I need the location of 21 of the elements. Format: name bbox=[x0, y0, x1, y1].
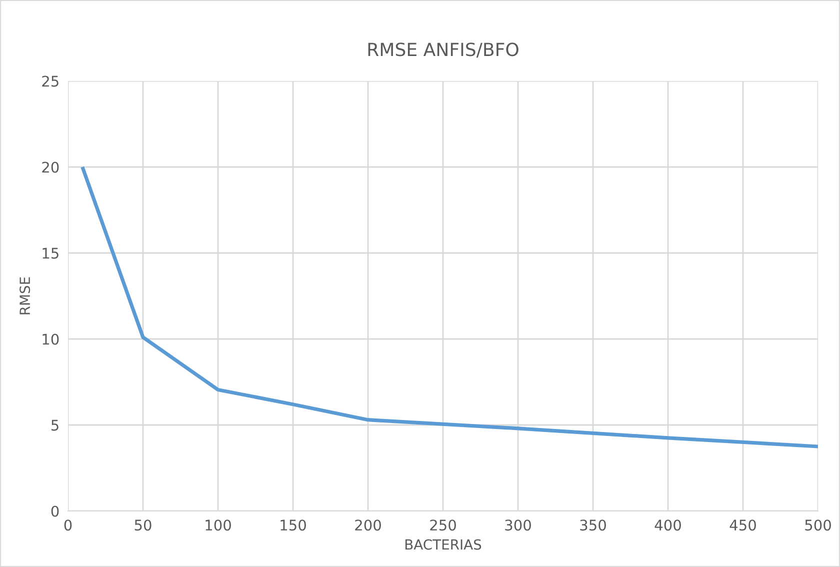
x-axis-title: BACTERIAS bbox=[405, 539, 482, 550]
y-tick-label: 20 bbox=[42, 162, 59, 173]
y-tick-label: 15 bbox=[42, 248, 58, 259]
y-tick-label: 25 bbox=[42, 76, 58, 87]
x-tick-label: 300 bbox=[505, 520, 531, 531]
line-series bbox=[81, 166, 818, 448]
x-tick-label: 350 bbox=[580, 520, 606, 531]
chart-title: RMSE ANFIS/BFO bbox=[368, 42, 518, 58]
y-tick-label: 5 bbox=[52, 420, 58, 431]
y-tick-label: 10 bbox=[42, 334, 59, 345]
x-tick-label: 200 bbox=[355, 520, 381, 531]
x-tick-label: 400 bbox=[654, 520, 681, 531]
x-tick-label: 250 bbox=[430, 520, 456, 531]
x-tick-label: 50 bbox=[134, 520, 152, 531]
x-tick-label: 450 bbox=[730, 520, 756, 531]
x-tick-label: 500 bbox=[805, 520, 831, 531]
y-axis-title: RMSE bbox=[20, 277, 30, 314]
x-tick-label: 150 bbox=[280, 520, 306, 531]
x-tick-label: 0 bbox=[64, 520, 72, 531]
x-tick-label: 100 bbox=[206, 520, 231, 531]
y-tick-label: 0 bbox=[51, 506, 59, 517]
